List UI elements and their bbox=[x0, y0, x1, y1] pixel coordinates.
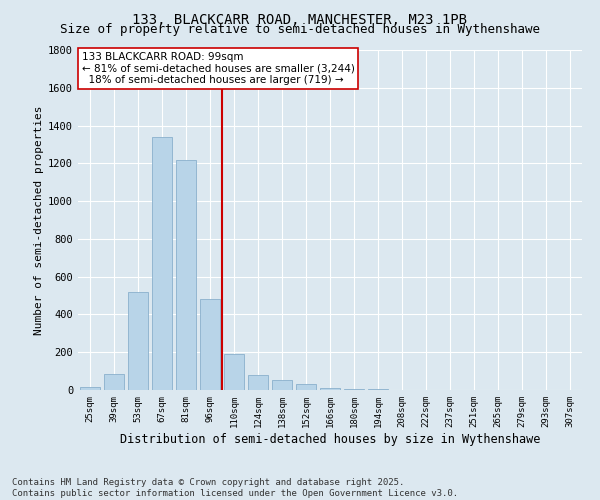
Bar bbox=[200, 300, 220, 390]
X-axis label: Distribution of semi-detached houses by size in Wythenshawe: Distribution of semi-detached houses by … bbox=[120, 432, 540, 446]
Bar bbox=[176, 160, 196, 390]
Bar bbox=[272, 380, 292, 390]
Text: Size of property relative to semi-detached houses in Wythenshawe: Size of property relative to semi-detach… bbox=[60, 22, 540, 36]
Bar bbox=[80, 387, 100, 390]
Bar bbox=[224, 354, 244, 390]
Text: Contains HM Land Registry data © Crown copyright and database right 2025.
Contai: Contains HM Land Registry data © Crown c… bbox=[12, 478, 458, 498]
Bar bbox=[104, 374, 124, 390]
Y-axis label: Number of semi-detached properties: Number of semi-detached properties bbox=[34, 106, 44, 335]
Text: 133 BLACKCARR ROAD: 99sqm
← 81% of semi-detached houses are smaller (3,244)
  18: 133 BLACKCARR ROAD: 99sqm ← 81% of semi-… bbox=[82, 52, 355, 85]
Bar bbox=[152, 137, 172, 390]
Bar bbox=[344, 389, 364, 390]
Text: 133, BLACKCARR ROAD, MANCHESTER, M23 1PB: 133, BLACKCARR ROAD, MANCHESTER, M23 1PB bbox=[133, 12, 467, 26]
Bar bbox=[320, 388, 340, 390]
Bar bbox=[248, 375, 268, 390]
Bar bbox=[296, 384, 316, 390]
Bar bbox=[128, 292, 148, 390]
